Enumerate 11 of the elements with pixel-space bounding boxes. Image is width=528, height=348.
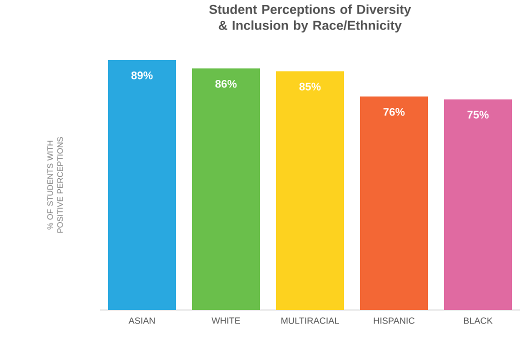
x-tick-label: BLACK [464,318,493,324]
data-label: 89% [131,72,153,80]
data-label: 85% [299,82,321,91]
chart-title: Student Perceptions of Diversity & Inclusion by Race/Ethnicity [209,4,412,32]
x-tick-label: MULTIRACIAL [281,318,340,324]
data-label: 75% [468,110,489,119]
data-label: 86% [215,80,237,88]
x-tick-label: WHITE [212,318,240,324]
x-tick-label: HISPANIC [374,318,415,324]
data-label: 76% [384,108,405,116]
x-tick-label: ASIAN [128,318,155,324]
